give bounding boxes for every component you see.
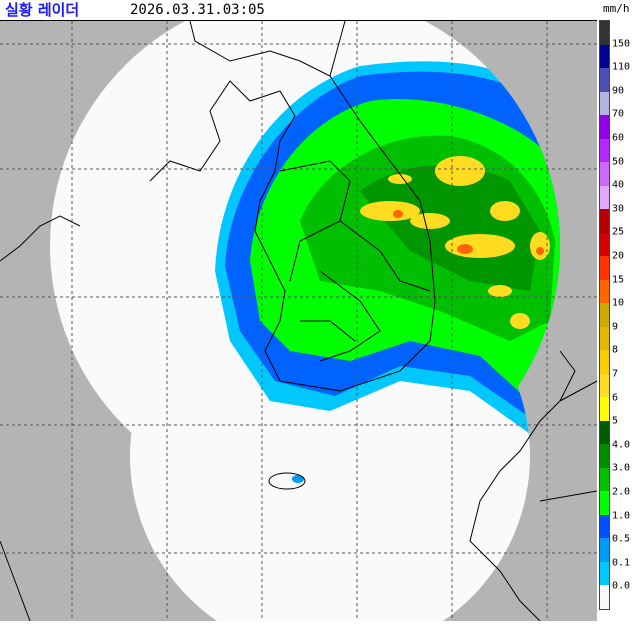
legend-color-swatch [600,185,609,210]
precipitation-echoes [215,61,560,483]
legend-color-swatch [600,279,609,304]
legend-color-swatch [600,585,609,609]
legend-label: 10 [612,297,625,309]
legend-label: 9 [612,321,619,333]
legend-label: 8 [612,344,619,356]
echo-jeju [292,475,304,483]
legend-color-swatch [600,115,609,139]
legend-label: 110 [612,61,631,73]
legend-labels: 150 110 90 70 60 50 40 30 25 20 15 10 9 8 7 6 5 4.0 3.0 2.0… [612,20,635,610]
legend-color-swatch [600,326,609,351]
legend-label: 25 [612,226,625,238]
legend-color-swatch [600,467,609,492]
legend-label: 0.5 [612,533,631,545]
legend-label: 20 [612,250,625,262]
legend-color-swatch [600,162,609,186]
legend-color-swatch [600,538,609,562]
echo-yellow [360,156,550,329]
legend-color-swatch [600,256,609,280]
legend-label: 60 [612,132,625,144]
legend-label: 40 [612,179,625,191]
legend-label: 90 [612,85,625,97]
legend-label: 150 [612,38,631,50]
legend-label: 4.0 [612,439,631,451]
legend-color-swatch [600,303,609,327]
legend-color-swatch [600,514,609,539]
legend-label: 2.0 [612,486,631,498]
legend-label: 15 [612,274,625,286]
legend-label: 6 [612,392,619,404]
precipitation-legend [599,20,610,610]
legend-label: 0.1 [612,557,631,569]
legend-label: 3.0 [612,462,631,474]
legend-color-swatch [600,373,609,398]
legend-label: 70 [612,108,625,120]
legend-color-swatch [600,444,609,468]
legend-color-swatch [600,232,609,257]
coastlines [0,20,598,622]
echo-dark-green [360,164,540,291]
legend-color-swatch [600,68,609,92]
legend-color-swatch [600,138,609,163]
legend-color-swatch [600,561,609,586]
radar-map-canvas [0,0,598,625]
legend-label: 1.0 [612,510,631,522]
legend-color-swatch [600,91,609,116]
page-title: 실황 레이더 [5,1,80,19]
legend-color-swatch [600,397,609,421]
legend-label: 0.0 [612,580,631,592]
radar-map[interactable] [0,0,598,625]
grid-lines [0,21,597,621]
legend-label: 50 [612,156,625,168]
legend-label: 30 [612,203,625,215]
legend-color-swatch [600,420,609,445]
legend-color-swatch [600,350,609,374]
echo-orange [393,210,544,255]
legend-color-swatch [600,21,609,45]
legend-unit: mm/h [603,2,630,15]
legend-color-swatch [600,209,609,233]
legend-label: 5 [612,415,619,427]
legend-color-swatch [600,491,609,515]
legend-color-swatch [600,44,609,69]
legend-label: 7 [612,368,619,380]
timestamp: 2026.03.31.03:05 [130,2,265,18]
